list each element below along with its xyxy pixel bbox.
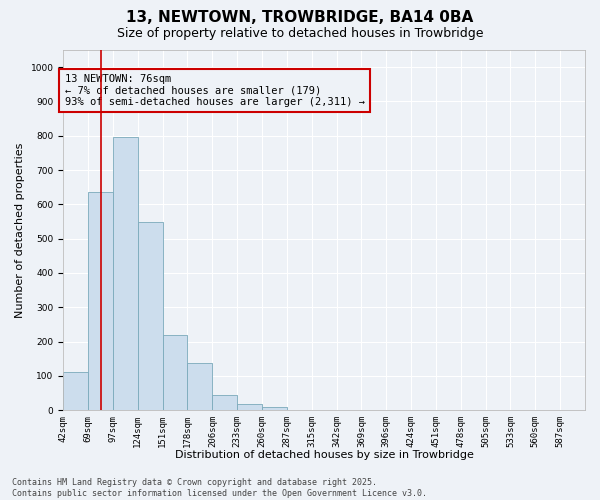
Text: Contains HM Land Registry data © Crown copyright and database right 2025.
Contai: Contains HM Land Registry data © Crown c… [12, 478, 427, 498]
Text: Size of property relative to detached houses in Trowbridge: Size of property relative to detached ho… [117, 28, 483, 40]
Bar [237, 404, 262, 410]
Text: 13 NEWTOWN: 76sqm
← 7% of detached houses are smaller (179)
93% of semi-detached: 13 NEWTOWN: 76sqm ← 7% of detached house… [65, 74, 365, 107]
Bar [88, 192, 113, 410]
Text: 13, NEWTOWN, TROWBRIDGE, BA14 0BA: 13, NEWTOWN, TROWBRIDGE, BA14 0BA [127, 10, 473, 25]
Bar [262, 406, 287, 410]
Bar [163, 334, 187, 410]
Y-axis label: Number of detached properties: Number of detached properties [15, 142, 25, 318]
Bar [212, 396, 237, 410]
Bar [63, 372, 88, 410]
Bar [113, 138, 138, 410]
Bar [138, 222, 163, 410]
Bar [187, 363, 212, 410]
X-axis label: Distribution of detached houses by size in Trowbridge: Distribution of detached houses by size … [175, 450, 473, 460]
